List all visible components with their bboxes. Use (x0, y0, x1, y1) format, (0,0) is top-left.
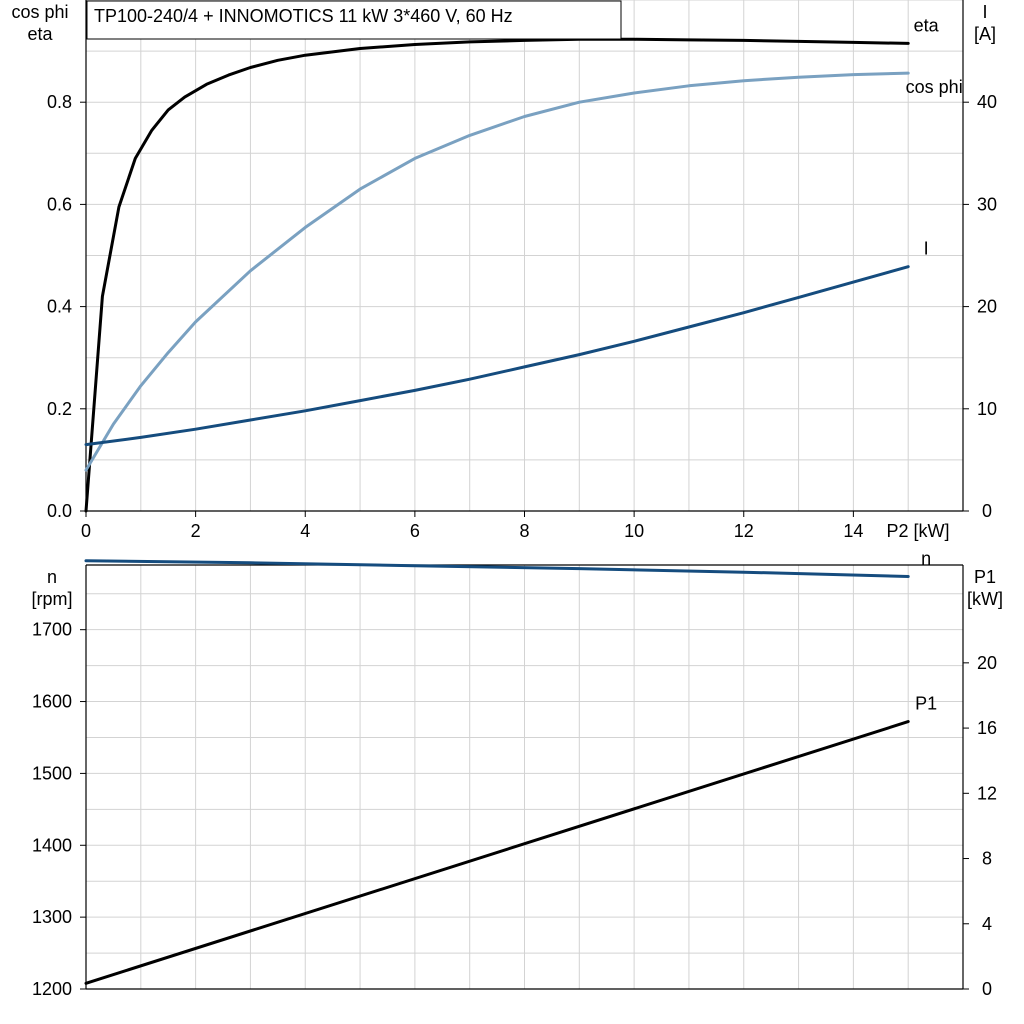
series-line-cos-phi (84, 71, 910, 472)
left-axis-label: cos phi (11, 2, 68, 22)
series-line-p1 (84, 720, 910, 985)
x-tick-label: 4 (300, 521, 310, 541)
right-tick-label: 30 (977, 194, 997, 214)
right-axis-label: [kW] (967, 589, 1003, 609)
left-tick-label: 1500 (32, 763, 72, 783)
x-tick-label: 6 (410, 521, 420, 541)
left-axis-label: n (47, 567, 57, 587)
x-tick-label: 0 (81, 521, 91, 541)
series-line-n (84, 559, 910, 578)
right-tick-label: 12 (977, 783, 997, 803)
left-tick-label: 0.8 (47, 92, 72, 112)
x-tick-label: 2 (191, 521, 201, 541)
right-tick-label: 0 (982, 501, 992, 521)
x-tick-label: 8 (519, 521, 529, 541)
left-tick-label: 0.4 (47, 297, 72, 317)
x-tick-label: 10 (624, 521, 644, 541)
series-label-eta: eta (914, 15, 940, 35)
series-line-i (84, 265, 910, 447)
left-tick-label: 0.0 (47, 501, 72, 521)
series-line-eta (84, 37, 910, 513)
series-label-n: n (921, 548, 931, 568)
right-tick-label: 20 (977, 653, 997, 673)
left-tick-label: 1200 (32, 979, 72, 999)
right-tick-label: 8 (982, 849, 992, 869)
series-label-p1: P1 (915, 694, 937, 714)
left-tick-label: 0.6 (47, 194, 72, 214)
title-box (86, 0, 622, 40)
left-tick-label: 1700 (32, 620, 72, 640)
left-tick-label: 1300 (32, 907, 72, 927)
left-tick-label: 1400 (32, 835, 72, 855)
series-label-i: I (924, 239, 929, 259)
right-tick-label: 0 (982, 979, 992, 999)
right-tick-label: 20 (977, 297, 997, 317)
right-tick-label: 4 (982, 914, 992, 934)
right-axis-label: I (982, 2, 987, 22)
chart-title: TP100-240/4 + INNOMOTICS 11 kW 3*460 V, … (94, 6, 513, 26)
left-axis-label: [rpm] (31, 589, 72, 609)
right-axis-label: P1 (974, 567, 996, 587)
right-tick-label: 16 (977, 718, 997, 738)
right-axis-label: [A] (974, 24, 996, 44)
x-tick-label: 14 (843, 521, 863, 541)
left-axis-label: eta (27, 24, 53, 44)
left-tick-label: 1600 (32, 692, 72, 712)
series-label-cos-phi: cos phi (906, 77, 963, 97)
right-tick-label: 10 (977, 399, 997, 419)
right-tick-label: 40 (977, 92, 997, 112)
x-axis-label: P2 [kW] (886, 521, 949, 541)
x-tick-label: 12 (734, 521, 754, 541)
left-tick-label: 0.2 (47, 399, 72, 419)
